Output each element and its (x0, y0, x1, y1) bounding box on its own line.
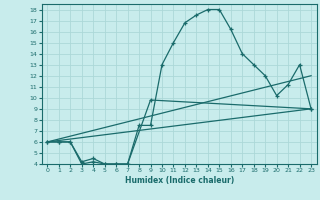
X-axis label: Humidex (Indice chaleur): Humidex (Indice chaleur) (124, 176, 234, 185)
